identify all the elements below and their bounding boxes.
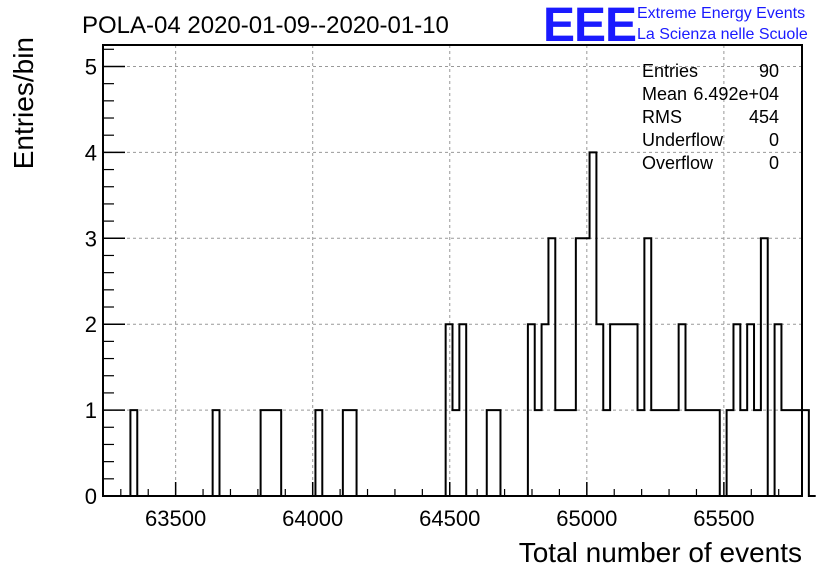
histogram-line <box>129 151 816 497</box>
logo-line-2: La Scienza nelle Scuole <box>637 26 808 43</box>
axes: 63500 64000 64500 65000 65500 0 1 2 3 4 5 <box>85 48 780 531</box>
stats-label: Underflow <box>642 130 724 150</box>
y-tick-label: 1 <box>85 398 97 423</box>
y-tick-label: 3 <box>85 226 97 251</box>
plot-frame <box>102 44 803 497</box>
stats-value: 0 <box>769 130 779 150</box>
stats-box: Entries 90 Mean 6.492e+04 RMS 454 Underflow 0 Ov… <box>642 61 779 173</box>
y-tick-label: 2 <box>85 312 97 337</box>
logo-line-1: Extreme Energy Events <box>637 5 805 22</box>
y-tick-label: 0 <box>85 484 97 509</box>
x-axis-label: Total number of events <box>519 537 802 568</box>
y-axis-label: Entries/bin <box>8 37 39 169</box>
x-tick-label: 63500 <box>145 506 206 531</box>
stats-value: 454 <box>749 107 779 127</box>
y-tick-label: 5 <box>85 54 97 79</box>
x-tick-label: 64500 <box>419 506 480 531</box>
stats-value: 90 <box>759 61 779 81</box>
eee-logo-text: EEE <box>543 0 636 52</box>
stats-label: Mean <box>642 84 687 104</box>
chart-title: POLA-04 2020-01-09--2020-01-10 <box>82 12 449 39</box>
stats-label: Overflow <box>642 153 714 173</box>
x-tick-label: 65500 <box>693 506 754 531</box>
stats-value: 0 <box>769 153 779 173</box>
stats-label: Entries <box>642 61 698 81</box>
stats-label: RMS <box>642 107 682 127</box>
eee-logo: EEE Extreme Energy Events La Scienza nel… <box>543 0 808 52</box>
grid-lines <box>103 45 802 496</box>
x-tick-label: 65000 <box>556 506 617 531</box>
stats-value: 6.492e+04 <box>693 84 779 104</box>
x-tick-label: 64000 <box>282 506 343 531</box>
y-tick-label: 4 <box>85 140 97 165</box>
